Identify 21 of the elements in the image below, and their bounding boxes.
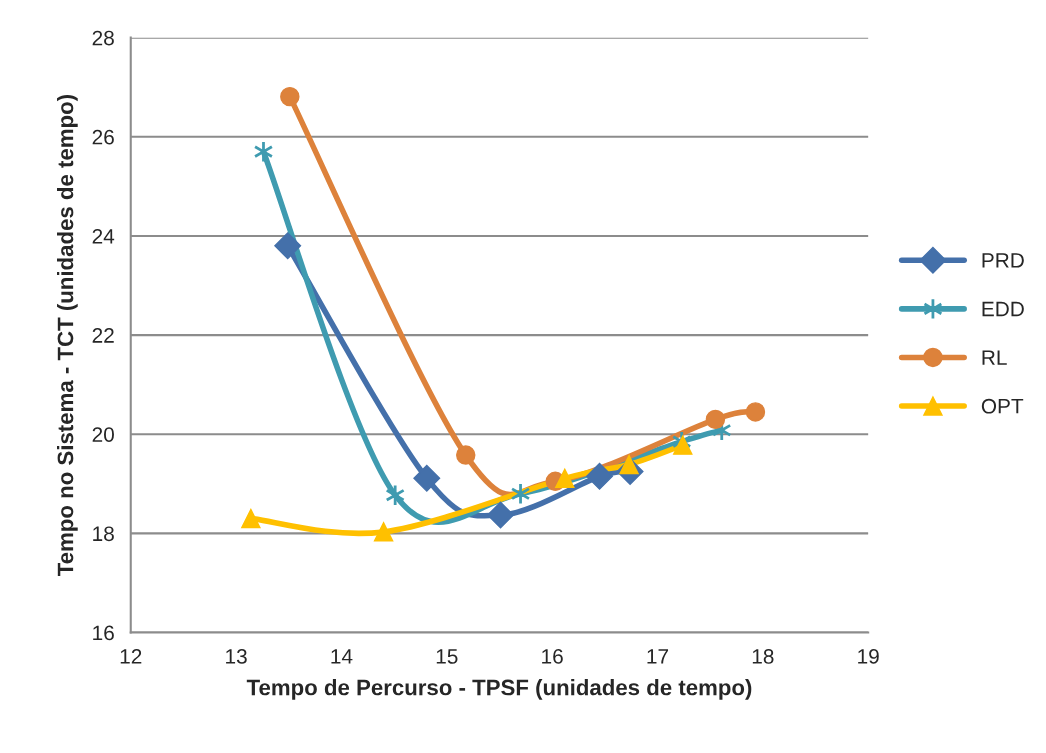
- y-tick-label: 22: [92, 328, 114, 343]
- y-tick-label: 26: [92, 129, 114, 145]
- x-tick-label: 15: [436, 649, 458, 664]
- x-tick-label: 14: [331, 649, 353, 664]
- x-tick-label: 18: [752, 649, 774, 664]
- y-tick-label: 16: [93, 625, 114, 641]
- x-tick-label: 17: [647, 649, 669, 664]
- y-tick-label: 24: [92, 228, 115, 244]
- legend-label: PRD: [982, 253, 1024, 268]
- x-tick-label: 19: [858, 649, 879, 664]
- x-tick-label: 13: [226, 649, 247, 664]
- x-tick-label: 12: [120, 649, 142, 664]
- y-tick-label: 28: [92, 30, 114, 46]
- legend-label: EDD: [982, 301, 1024, 317]
- y-tick-label: 20: [92, 427, 114, 442]
- y-tick-label: 18: [93, 526, 114, 542]
- legend-label: OPT: [981, 398, 1024, 414]
- x-axis-title: Tempo de Percurso - TPSF (unidades de tempo): [246, 679, 752, 700]
- legend-label: RL: [982, 350, 1007, 365]
- x-tick-label: 16: [542, 649, 563, 664]
- y-axis-title: Tempo no Sistema - TCT (unidades de tempo): [57, 95, 78, 576]
